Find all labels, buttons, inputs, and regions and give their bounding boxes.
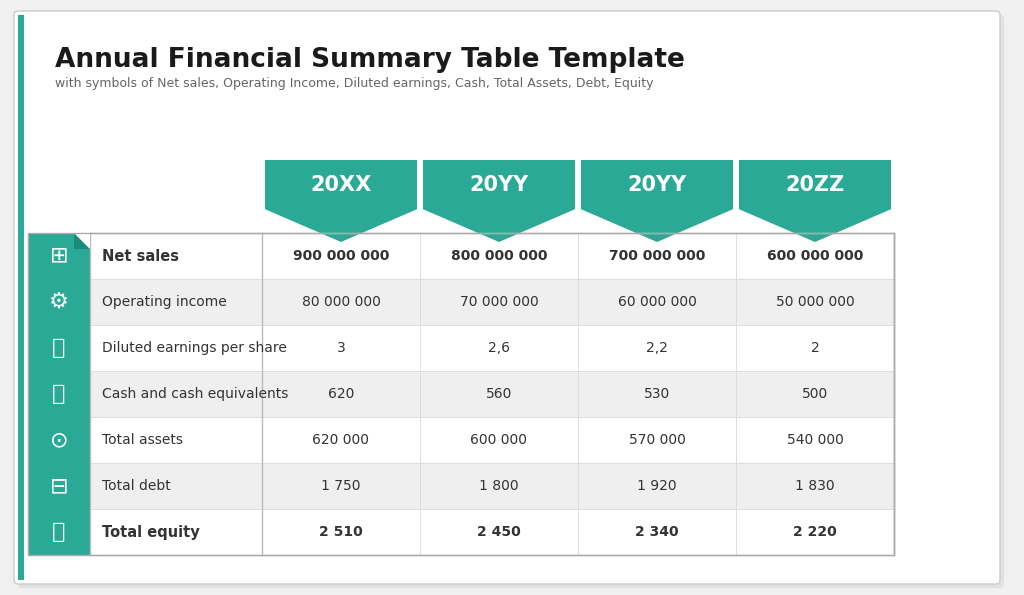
Text: 600 000: 600 000 bbox=[470, 433, 527, 447]
Text: Net sales: Net sales bbox=[102, 249, 179, 264]
Text: 3: 3 bbox=[337, 341, 345, 355]
Bar bbox=[90, 279, 894, 325]
Text: 2 510: 2 510 bbox=[319, 525, 362, 539]
Text: 800 000 000: 800 000 000 bbox=[451, 249, 547, 263]
Text: 2,6: 2,6 bbox=[488, 341, 510, 355]
Text: Cash and cash equivalents: Cash and cash equivalents bbox=[102, 387, 289, 401]
Polygon shape bbox=[265, 160, 417, 242]
Text: 2 220: 2 220 bbox=[794, 525, 837, 539]
Bar bbox=[90, 417, 894, 463]
Polygon shape bbox=[423, 160, 575, 242]
Bar bbox=[90, 233, 894, 279]
Text: ＄: ＄ bbox=[52, 338, 66, 358]
Text: Annual Financial Summary Table Template: Annual Financial Summary Table Template bbox=[55, 47, 685, 73]
Bar bbox=[90, 325, 894, 371]
Text: 2 340: 2 340 bbox=[635, 525, 679, 539]
Text: Operating income: Operating income bbox=[102, 295, 226, 309]
Text: Total debt: Total debt bbox=[102, 479, 171, 493]
Text: 500: 500 bbox=[802, 387, 828, 401]
Text: 530: 530 bbox=[644, 387, 670, 401]
Text: 70 000 000: 70 000 000 bbox=[460, 295, 539, 309]
Text: 60 000 000: 60 000 000 bbox=[617, 295, 696, 309]
Text: 540 000: 540 000 bbox=[786, 433, 844, 447]
Text: 700 000 000: 700 000 000 bbox=[609, 249, 706, 263]
Text: with symbols of Net sales, Operating Income, Diluted earnings, Cash, Total Asset: with symbols of Net sales, Operating Inc… bbox=[55, 77, 653, 90]
Polygon shape bbox=[581, 160, 733, 242]
Text: 1 750: 1 750 bbox=[322, 479, 360, 493]
Text: 20XX: 20XX bbox=[310, 174, 372, 195]
Text: 900 000 000: 900 000 000 bbox=[293, 249, 389, 263]
Text: 1 830: 1 830 bbox=[796, 479, 835, 493]
Bar bbox=[90, 509, 894, 555]
Text: ⊞: ⊞ bbox=[50, 246, 69, 266]
Bar bbox=[90, 463, 894, 509]
Text: Total assets: Total assets bbox=[102, 433, 183, 447]
Text: 1 920: 1 920 bbox=[637, 479, 677, 493]
Bar bbox=[90, 371, 894, 417]
Text: 620 000: 620 000 bbox=[312, 433, 370, 447]
Text: 2,2: 2,2 bbox=[646, 341, 668, 355]
Text: ⊟: ⊟ bbox=[50, 476, 69, 496]
Polygon shape bbox=[739, 160, 891, 242]
Text: 20ZZ: 20ZZ bbox=[785, 174, 845, 195]
Text: 2: 2 bbox=[811, 341, 819, 355]
Text: Diluted earnings per share: Diluted earnings per share bbox=[102, 341, 287, 355]
Text: 50 000 000: 50 000 000 bbox=[775, 295, 854, 309]
Text: 620: 620 bbox=[328, 387, 354, 401]
Text: ⚙: ⚙ bbox=[49, 292, 69, 312]
FancyBboxPatch shape bbox=[18, 15, 1004, 588]
Text: 2 450: 2 450 bbox=[477, 525, 521, 539]
Text: 560: 560 bbox=[485, 387, 512, 401]
Bar bbox=[28, 233, 90, 555]
Polygon shape bbox=[74, 233, 90, 249]
Text: 600 000 000: 600 000 000 bbox=[767, 249, 863, 263]
Text: 1 800: 1 800 bbox=[479, 479, 519, 493]
Text: Total equity: Total equity bbox=[102, 525, 200, 540]
Text: ＄: ＄ bbox=[52, 384, 66, 404]
Bar bbox=[18, 15, 24, 580]
Text: 20YY: 20YY bbox=[469, 174, 528, 195]
Text: 570 000: 570 000 bbox=[629, 433, 685, 447]
Text: ＄: ＄ bbox=[52, 522, 66, 542]
Text: 20YY: 20YY bbox=[628, 174, 687, 195]
FancyBboxPatch shape bbox=[14, 11, 1000, 584]
Bar bbox=[28, 233, 894, 555]
Text: ⊙: ⊙ bbox=[50, 430, 69, 450]
Text: 80 000 000: 80 000 000 bbox=[301, 295, 381, 309]
Polygon shape bbox=[74, 233, 90, 249]
